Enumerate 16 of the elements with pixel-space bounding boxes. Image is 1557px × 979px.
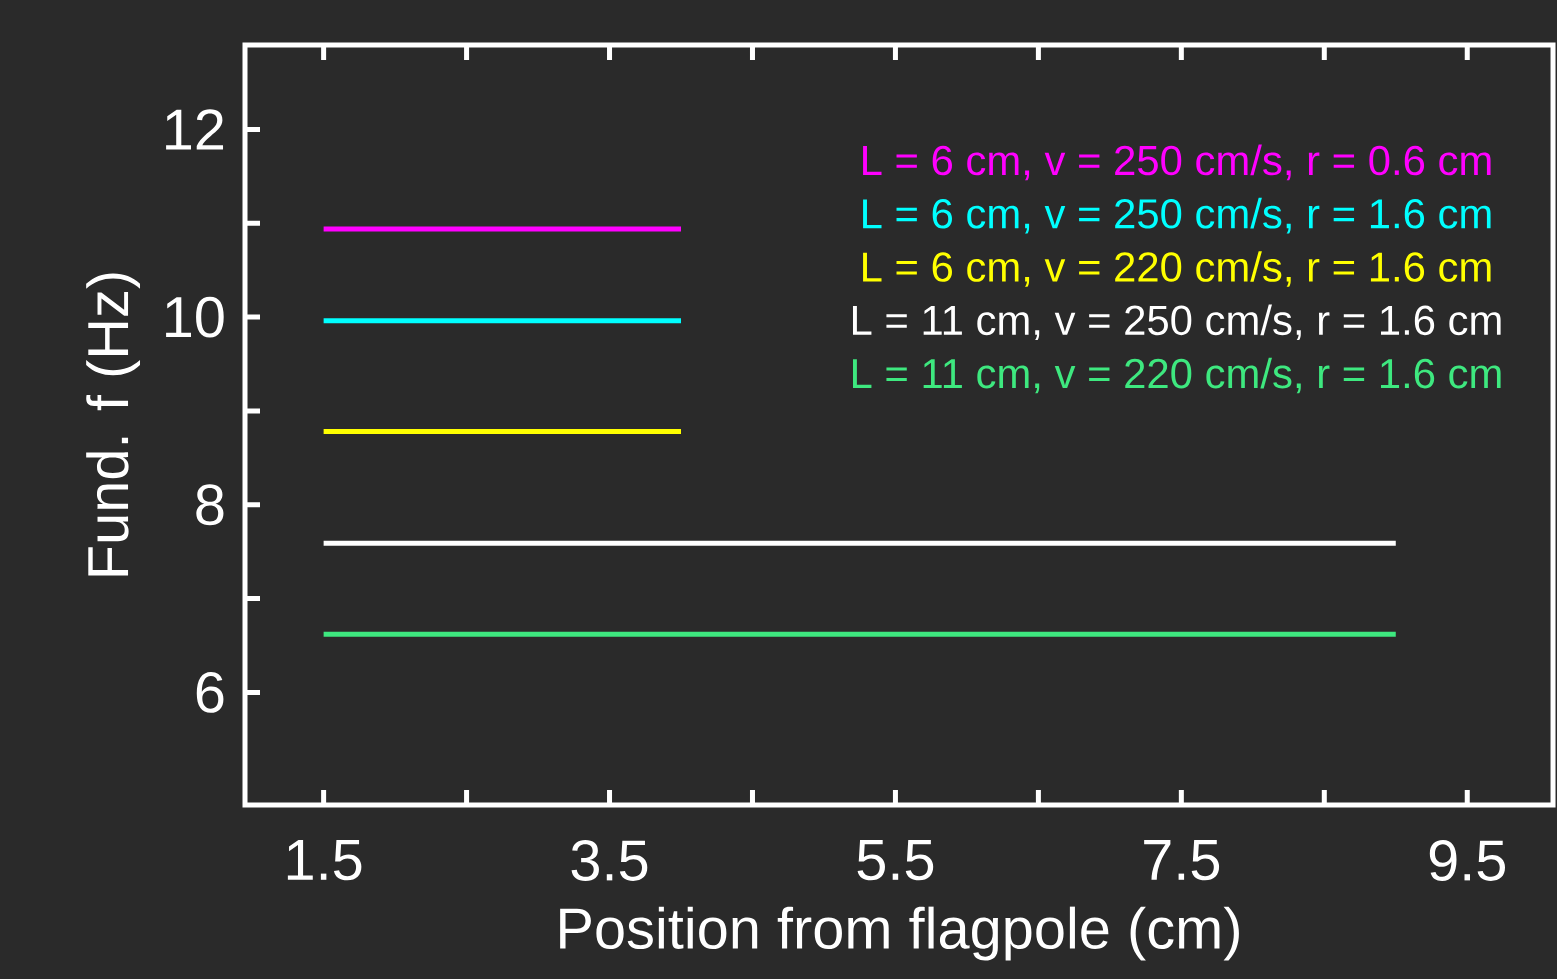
x-tick-label: 5.5 — [857, 840, 934, 881]
text: L = 11 cm, v = 250 cm/s, r = 1.6 cm — [852, 304, 1501, 341]
x-axis-title: Position from flagpole (cm) — [560, 906, 1239, 961]
x-tick-label: 1.5 — [287, 840, 362, 881]
y-axis-title: Fund. f (Hz) — [86, 273, 141, 576]
text: L = 6 cm, v = 250 cm/s, r = 1.6 cm — [863, 197, 1491, 234]
y-tick-label: 10 — [166, 296, 224, 338]
x-tick-label: 7.5 — [1144, 840, 1220, 881]
text: L = 11 cm, v = 220 cm/s, r = 1.6 cm — [852, 357, 1501, 394]
y-tick-label: 12 — [166, 109, 224, 150]
text: L = 6 cm, v = 250 cm/s, r = 0.6 cm — [863, 144, 1491, 181]
x-tick-label: 9.5 — [1429, 840, 1505, 881]
y-tick-label: 8 — [196, 484, 224, 526]
text: L = 6 cm, v = 220 cm/s, r = 1.6 cm — [863, 251, 1491, 287]
x-tick-label: 3.5 — [571, 840, 648, 881]
y-tick-label: 6 — [196, 671, 224, 713]
